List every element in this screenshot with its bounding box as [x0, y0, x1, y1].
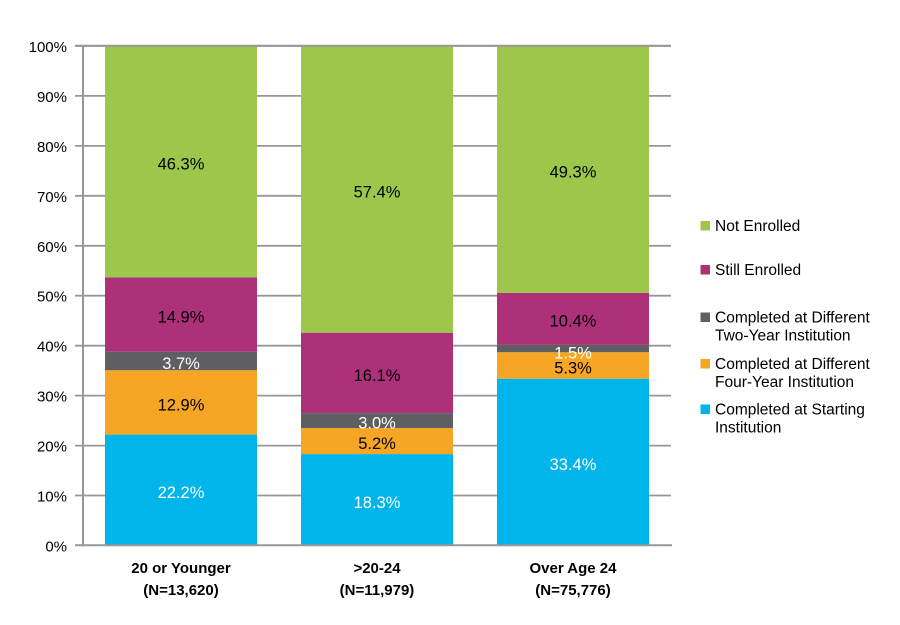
svg-text:50%: 50% — [37, 289, 67, 306]
svg-text:Two-Year Institution: Two-Year Institution — [715, 328, 851, 345]
svg-text:12.9%: 12.9% — [158, 396, 205, 414]
svg-text:3.7%: 3.7% — [162, 355, 200, 373]
svg-text:22.2%: 22.2% — [158, 484, 205, 502]
svg-text:49.3%: 49.3% — [550, 164, 597, 182]
svg-text:33.4%: 33.4% — [550, 456, 597, 474]
svg-text:Completed at Different: Completed at Different — [715, 356, 870, 373]
svg-text:Still Enrolled: Still Enrolled — [715, 262, 801, 279]
svg-text:Completed at Different: Completed at Different — [715, 310, 870, 327]
svg-text:Completed at Starting: Completed at Starting — [715, 402, 865, 419]
svg-text:Not Enrolled: Not Enrolled — [715, 218, 800, 235]
svg-text:>20-24: >20-24 — [353, 560, 401, 577]
svg-text:46.3%: 46.3% — [158, 156, 205, 174]
svg-text:5.2%: 5.2% — [358, 435, 396, 453]
svg-text:(N=11,979): (N=11,979) — [340, 582, 415, 599]
svg-text:90%: 90% — [37, 89, 67, 106]
svg-text:30%: 30% — [37, 389, 67, 406]
svg-text:20 or Younger: 20 or Younger — [131, 560, 231, 577]
svg-text:60%: 60% — [37, 239, 67, 256]
svg-text:100%: 100% — [29, 39, 67, 56]
svg-text:5.3%: 5.3% — [554, 359, 592, 377]
svg-text:1.5%: 1.5% — [554, 344, 592, 362]
svg-text:57.4%: 57.4% — [354, 183, 401, 201]
svg-text:(N=13,620): (N=13,620) — [143, 582, 218, 599]
svg-text:0%: 0% — [45, 539, 67, 556]
svg-text:10%: 10% — [37, 489, 67, 506]
svg-text:20%: 20% — [37, 439, 67, 456]
svg-text:Four-Year Institution: Four-Year Institution — [715, 374, 854, 391]
svg-text:70%: 70% — [37, 189, 67, 206]
svg-text:40%: 40% — [37, 339, 67, 356]
svg-text:16.1%: 16.1% — [354, 367, 401, 385]
svg-text:14.9%: 14.9% — [158, 309, 205, 327]
svg-text:3.0%: 3.0% — [358, 415, 396, 433]
svg-text:10.4%: 10.4% — [550, 313, 597, 331]
svg-text:Institution: Institution — [715, 420, 781, 437]
svg-text:(N=75,776): (N=75,776) — [535, 582, 610, 599]
svg-text:80%: 80% — [37, 139, 67, 156]
svg-text:Over Age 24: Over Age 24 — [530, 560, 618, 577]
svg-text:18.3%: 18.3% — [354, 494, 401, 512]
